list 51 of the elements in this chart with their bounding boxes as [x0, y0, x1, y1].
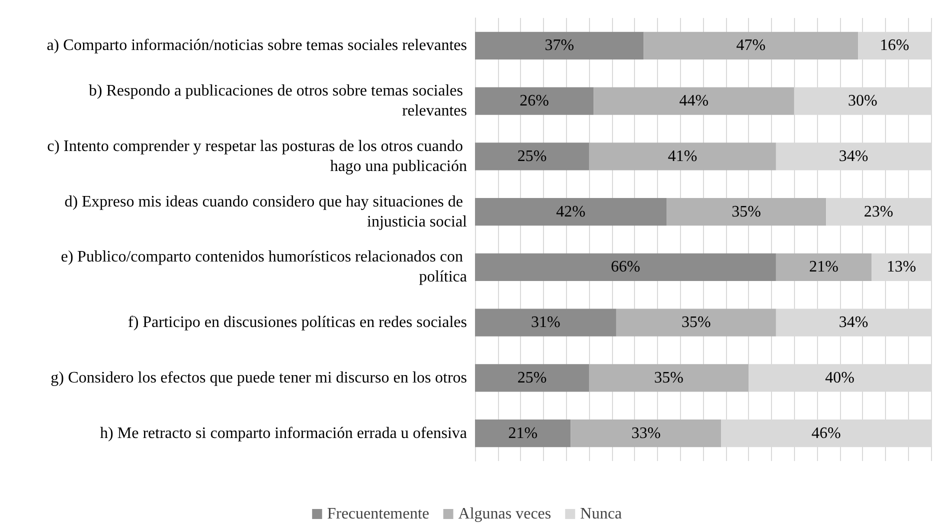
- data-label: 35%: [732, 203, 761, 220]
- bar: [589, 364, 749, 392]
- data-label: 21%: [508, 424, 538, 442]
- y-tick-label: f) Participo en discusiones políticas en redes sociales: [128, 314, 467, 332]
- data-label: 47%: [736, 37, 766, 54]
- bar: [475, 419, 571, 448]
- bar: [776, 253, 872, 282]
- y-tick-label: a) Comparto información/noticias sobre temas sociales relevantes: [46, 37, 467, 54]
- data-label: 33%: [631, 424, 661, 442]
- bar: [475, 32, 644, 60]
- data-label: 25%: [517, 369, 547, 386]
- bar: [475, 87, 594, 115]
- bar: [589, 142, 776, 170]
- data-label: 44%: [679, 92, 709, 110]
- y-tick-label: d) Expreso mis ideas cuando considero que hay situaciones de injusticia social: [64, 193, 468, 230]
- bar: [594, 87, 794, 115]
- bar: [475, 253, 776, 282]
- bar: [475, 142, 589, 170]
- data-label: 25%: [517, 148, 547, 165]
- data-label: 26%: [520, 92, 549, 110]
- data-label: 46%: [811, 424, 841, 442]
- data-label: 21%: [809, 258, 839, 276]
- y-tick-label: b) Respondo a publicaciones de otros sobre temas sociales relevantes: [88, 82, 467, 120]
- bar: [666, 198, 826, 226]
- y-tick-label: h) Me retracto si comparto información errada u ofensiva: [100, 424, 467, 442]
- y-tick-label: c) Intento comprender y respetar las posturas de los otros cuando hago una publicación: [47, 138, 467, 175]
- data-label: 23%: [864, 203, 894, 220]
- data-label: 35%: [654, 369, 684, 386]
- data-label: 34%: [838, 314, 868, 332]
- data-label: 41%: [668, 148, 698, 165]
- data-label: 37%: [544, 37, 574, 54]
- data-label: 31%: [531, 314, 560, 332]
- legend-label: Nunca: [580, 506, 622, 522]
- legend-label: Frecuentemente: [327, 506, 430, 522]
- data-label: 13%: [886, 258, 916, 276]
- y-tick-label: e) Publico/comparto contenidos humorísticos relacionados con política: [60, 248, 467, 286]
- bar: [616, 308, 776, 336]
- data-label: 66%: [610, 258, 640, 276]
- legend-label: Algunas veces: [458, 506, 552, 522]
- data-label: 30%: [848, 92, 878, 110]
- bar: [475, 364, 589, 392]
- bar: [475, 308, 616, 336]
- data-label: 40%: [825, 369, 854, 386]
- data-label: 16%: [880, 37, 910, 54]
- bar: [644, 32, 858, 60]
- data-label: 34%: [838, 148, 868, 165]
- bar: [570, 419, 722, 448]
- data-label: 42%: [556, 203, 586, 220]
- data-label: 35%: [681, 314, 711, 332]
- y-tick-label: g) Considero los efectos que puede tener mi discurso en los otros: [50, 369, 467, 386]
- bar: [475, 198, 667, 226]
